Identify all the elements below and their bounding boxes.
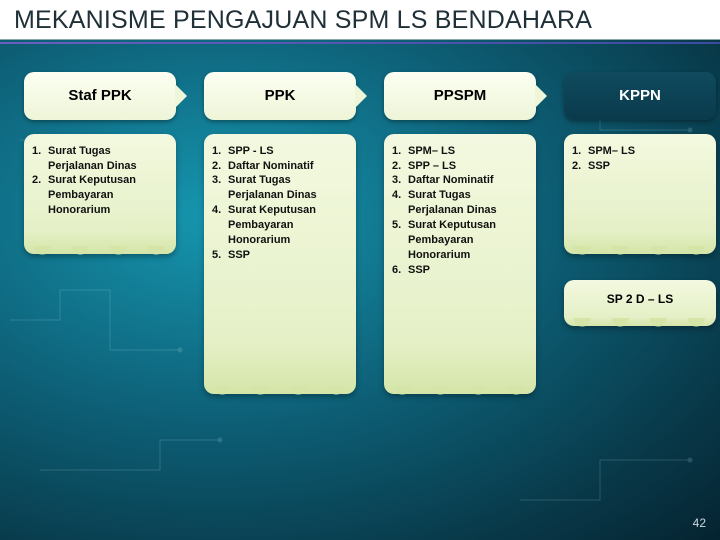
col-staf-ppk: Staf PPK 1.Surat Tugas Perjalanan Dinas … <box>24 72 176 254</box>
header-label: KPPN <box>613 88 667 105</box>
header-label: PPSPM <box>428 88 493 105</box>
card-ppk: 1.SPP - LS 2.Daftar Nominatif 3.Surat Tu… <box>204 134 356 394</box>
card-sp2d: SP 2 D – LS <box>564 280 716 326</box>
header-label: Staf PPK <box>62 88 137 105</box>
title-bar: MEKANISME PENGAJUAN SPM LS BENDAHARA <box>0 0 720 40</box>
sp2d-label: SP 2 D – LS <box>607 292 673 306</box>
header-ppspm: PPSPM <box>384 72 536 120</box>
col-kppn: KPPN 1.SPM– LS 2.SSP SP 2 D – LS <box>564 72 716 326</box>
page-number: 42 <box>693 516 706 530</box>
header-label: PPK <box>259 88 302 105</box>
process-flow: Staf PPK 1.Surat Tugas Perjalanan Dinas … <box>0 44 720 394</box>
col-ppk: PPK 1.SPP - LS 2.Daftar Nominatif 3.Sura… <box>204 72 356 394</box>
col-ppspm: PPSPM 1.SPM– LS 2.SPP – LS 3.Daftar Nomi… <box>384 72 536 394</box>
header-ppk: PPK <box>204 72 356 120</box>
header-kppn: KPPN <box>564 72 716 120</box>
card-staf-ppk: 1.Surat Tugas Perjalanan Dinas 2.Surat K… <box>24 134 176 254</box>
slide-title: MEKANISME PENGAJUAN SPM LS BENDAHARA <box>14 6 706 35</box>
card-ppspm: 1.SPM– LS 2.SPP – LS 3.Daftar Nominatif … <box>384 134 536 394</box>
header-staf-ppk: Staf PPK <box>24 72 176 120</box>
card-kppn: 1.SPM– LS 2.SSP <box>564 134 716 254</box>
